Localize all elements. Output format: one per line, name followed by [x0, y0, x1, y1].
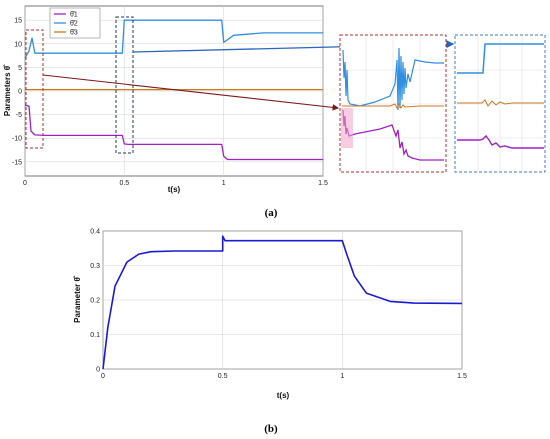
series-line-theta: [102, 235, 463, 370]
panel-b-y-axis-label: Parameter θ̂: [73, 275, 82, 323]
panel-b: 0 0.1 0.2 0.3 0.4 0 0.5 1 1.5 t(s) Parameter θ̂…: [73, 229, 467, 436]
y-tick-label: 5: [18, 65, 22, 72]
legend-label-theta2: θ̂2: [70, 21, 78, 28]
inset-red-theta3-trace: [342, 102, 444, 110]
legend-label-theta3: θ̂3: [70, 30, 78, 37]
y-tick-label: -15: [12, 159, 22, 166]
y-tick-label: 0.4: [90, 229, 100, 236]
x-tick-label: 0.5: [218, 373, 228, 380]
inset-zoom-red: [339, 34, 447, 173]
y-tick-label: 0.2: [90, 298, 100, 305]
panel-a: -15 -10 -5 0 5 10 15 0 0.5 1 1.5 t(s) Parameters …: [3, 5, 546, 219]
panel-a-legend: θ̂1 θ̂2 θ̂3: [49, 7, 101, 39]
x-tick-label: 0.5: [119, 180, 129, 187]
inset-zoom-blue: [454, 34, 546, 173]
y-tick-label: -5: [16, 112, 22, 119]
x-tick-label: 1.5: [457, 373, 467, 380]
panel-a-caption: (a): [265, 207, 278, 219]
series-line-theta2: [24, 19, 323, 59]
zoom-arrow-red: [42, 74, 340, 111]
zoom-region-red: [25, 29, 44, 149]
y-tick-label: 0: [18, 89, 22, 96]
y-tick-label: 0.1: [90, 332, 100, 339]
y-tick-label: 10: [14, 41, 22, 48]
panel-a-grid: [24, 6, 324, 176]
panel-b-x-axis-label: t(s): [277, 391, 290, 400]
inset-blue-theta2-trace: [457, 43, 544, 74]
inset-blue-theta3-trace: [457, 99, 544, 107]
panel-b-caption: (b): [264, 423, 278, 435]
series-line-theta1: [24, 104, 323, 161]
inset-red-grid: [341, 36, 445, 171]
panel-b-grid: [102, 230, 463, 370]
legend-label-theta1: θ̂1: [70, 12, 78, 19]
x-tick-label: 0: [23, 180, 27, 187]
y-tick-label: 0.3: [90, 263, 100, 270]
y-tick-label: 0: [96, 367, 100, 374]
y-tick-label: -10: [12, 136, 22, 143]
panel-b-x-ticks: 0 0.5 1 1.5: [101, 373, 467, 380]
x-tick-label: 1.5: [318, 180, 328, 187]
inset-red-theta2-trace: [342, 47, 444, 111]
panel-a-x-ticks: 0 0.5 1 1.5: [23, 180, 328, 187]
panel-a-x-axis-label: t(s): [168, 185, 181, 194]
inset-red-band: [341, 108, 353, 148]
panel-a-y-ticks: -15 -10 -5 0 5 10 15: [12, 18, 22, 167]
panel-b-series: [102, 235, 463, 370]
x-tick-label: 0: [101, 373, 105, 380]
panel-b-y-ticks: 0 0.1 0.2 0.3 0.4: [90, 229, 100, 374]
x-tick-label: 1: [340, 373, 344, 380]
inset-blue-theta1-trace: [457, 134, 544, 149]
x-tick-label: 1: [222, 180, 226, 187]
y-tick-label: 15: [14, 18, 22, 25]
panel-a-y-axis-label: Parameters θ̂: [3, 64, 12, 116]
